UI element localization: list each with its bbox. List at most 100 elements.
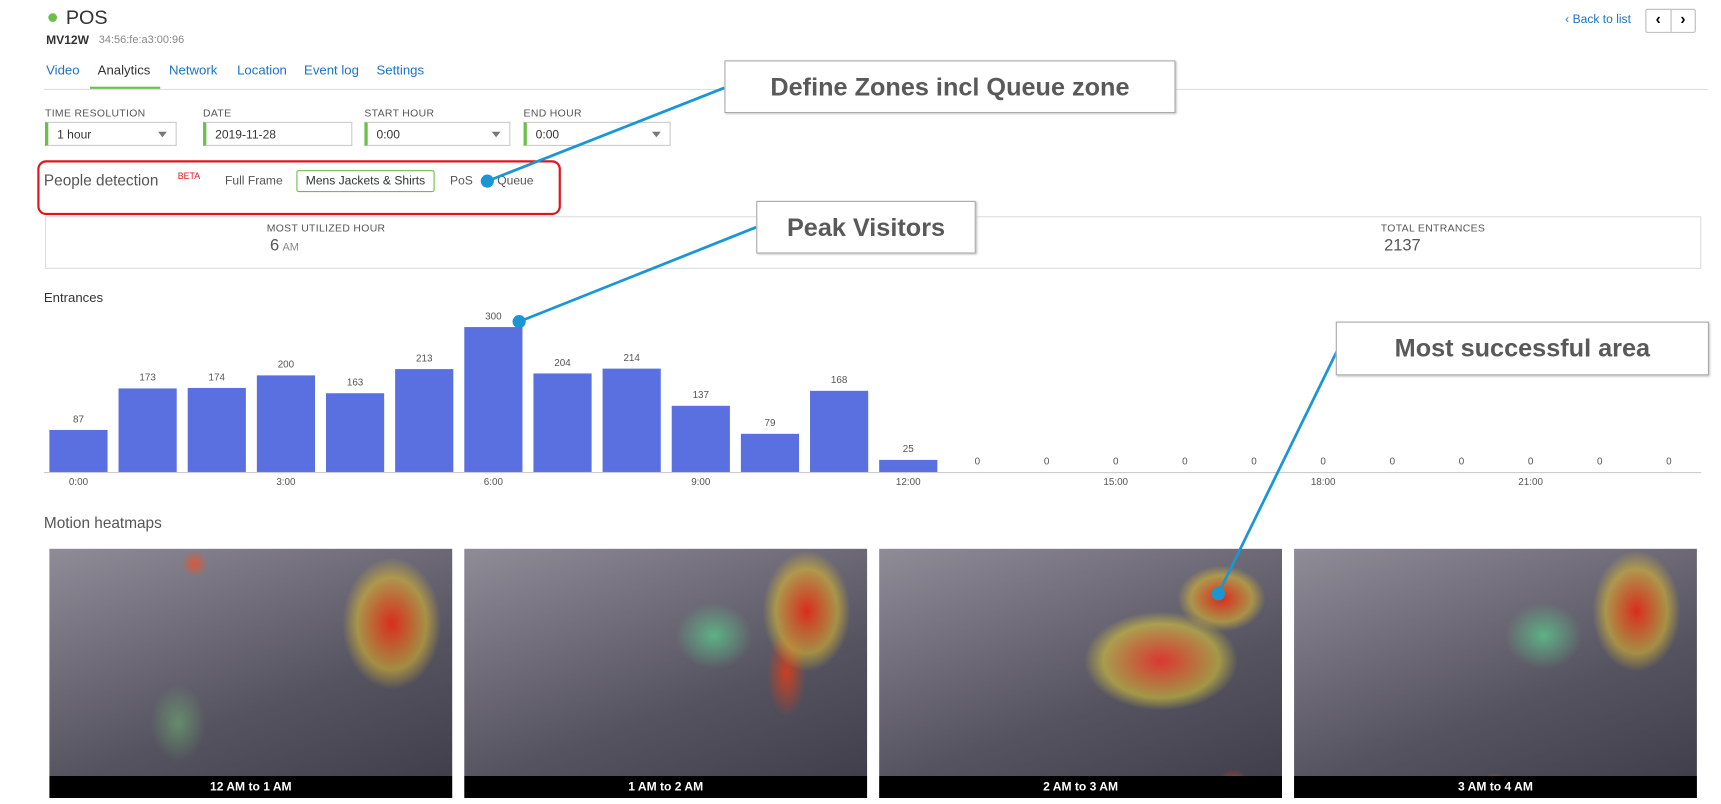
bar — [464, 327, 523, 472]
bar — [533, 373, 592, 472]
data-label: 87 — [73, 414, 84, 425]
bar — [395, 369, 454, 472]
x-tick-label: 0:00 — [69, 477, 89, 488]
bar — [602, 368, 661, 472]
heatmap-image[interactable]: 2 AM to 3 AM — [879, 548, 1282, 798]
bar — [118, 388, 177, 472]
data-label: 79 — [764, 418, 775, 429]
data-label: 214 — [623, 353, 640, 364]
heatmaps-title: Motion heatmaps — [43, 513, 162, 532]
x-tick-label: 9:00 — [691, 477, 711, 488]
zone[interactable]: Queue — [497, 174, 534, 188]
status-dot — [48, 13, 58, 22]
filter-value[interactable]: 0:00 — [376, 128, 400, 142]
active-tab-underline — [90, 86, 161, 89]
tab[interactable]: Analytics — [97, 62, 151, 78]
next-button[interactable]: › — [1680, 9, 1686, 28]
prev-button[interactable]: ‹ — [1646, 9, 1672, 32]
data-label: 163 — [347, 378, 364, 389]
filter-input[interactable]: 0:00 — [364, 121, 511, 146]
filter-label: DATE — [203, 107, 232, 120]
tab[interactable]: Settings — [376, 62, 425, 78]
back-link[interactable]: ‹ Back to list — [1565, 13, 1631, 27]
heatmap-image[interactable]: 12 AM to 1 AM — [49, 548, 453, 798]
x-tick-label: 21:00 — [1518, 477, 1543, 488]
people-detection-title: People detection — [43, 171, 159, 189]
heatmap-caption: 1 AM to 2 AM — [464, 776, 868, 798]
data-label: 168 — [831, 375, 848, 386]
bar — [256, 375, 316, 472]
back-text[interactable]: Back to list — [1572, 13, 1631, 27]
chart-title: Entrances — [44, 290, 104, 305]
filter-input[interactable]: 2019-11-28 — [203, 121, 353, 146]
heatmap-caption: 2 AM to 3 AM — [879, 776, 1282, 798]
camera-title: POS — [65, 6, 108, 29]
data-label: 0 — [1666, 456, 1672, 467]
pager: ‹ › — [1645, 8, 1696, 33]
stat-label: TOTAL ENTRANCES — [1380, 222, 1486, 235]
stat-unit: AM — [282, 241, 299, 254]
data-label: 0 — [1320, 456, 1326, 467]
heatmap-image[interactable]: 1 AM to 2 AM — [464, 548, 868, 798]
data-label: 0 — [975, 456, 981, 467]
filter-label: TIME RESOLUTION — [45, 107, 146, 120]
dropdown-caret — [491, 131, 501, 142]
filter-value[interactable]: 1 hour — [57, 128, 92, 142]
callout: Most successful area — [1335, 321, 1709, 376]
data-label: 174 — [209, 372, 226, 383]
stat-value: 6 AM — [270, 236, 299, 255]
entrances-chart: Entrances 87 0:00 173 174 200 3:00 163 213 300 6:… — [43, 290, 1702, 488]
data-label: 0 — [1182, 456, 1188, 467]
data-label: 300 — [485, 311, 502, 322]
data-label: 0 — [1528, 456, 1534, 467]
dropdown-caret — [158, 131, 167, 142]
filter-input[interactable]: 1 hour — [45, 121, 177, 146]
heatmap-caption: 12 AM to 1 AM — [49, 776, 453, 798]
zone[interactable]: Full Frame — [225, 174, 283, 188]
filter-label: START HOUR — [364, 107, 435, 120]
data-label: 0 — [1390, 456, 1396, 467]
bar — [879, 459, 938, 472]
tab[interactable]: Network — [169, 62, 218, 78]
zone[interactable]: PoS — [450, 174, 473, 188]
bar — [740, 433, 800, 472]
heatmap-caption: 3 AM to 4 AM — [1294, 776, 1697, 798]
mac: 34:56:fe:a3:00:96 — [98, 34, 185, 47]
bar — [49, 429, 108, 472]
filter-input[interactable]: 0:00 — [523, 121, 671, 146]
tab[interactable]: Video — [46, 62, 80, 78]
data-label: 0 — [1459, 456, 1465, 467]
beta-badge: BETA — [177, 171, 201, 182]
stat-number: 2137 — [1384, 235, 1421, 255]
filter-value[interactable]: 0:00 — [535, 128, 560, 142]
data-label: 25 — [903, 444, 914, 455]
highlight-box — [37, 160, 561, 216]
bar — [325, 393, 385, 472]
bar — [187, 387, 246, 472]
tab[interactable]: Location — [237, 62, 287, 78]
data-label: 0 — [1597, 456, 1603, 467]
stat-label: MOST UTILIZED HOUR — [266, 222, 386, 235]
tab[interactable]: Event log — [304, 62, 359, 78]
data-label: 0 — [1251, 456, 1257, 467]
x-tick-label: 3:00 — [276, 477, 296, 488]
data-label: 204 — [554, 358, 571, 369]
x-tick-label: 12:00 — [896, 477, 921, 488]
x-tick-label: 15:00 — [1103, 477, 1128, 488]
stat-number: 6 — [270, 235, 280, 255]
model: MV12W — [46, 34, 90, 48]
data-label: 213 — [416, 353, 433, 364]
data-label: 0 — [1113, 456, 1119, 467]
filter-value[interactable]: 2019-11-28 — [215, 128, 276, 142]
bar — [671, 405, 730, 472]
zone-selected[interactable]: Mens Jackets & Shirts — [296, 170, 435, 193]
callout: Peak Visitors — [756, 200, 976, 254]
heatmap-image[interactable]: 3 AM to 4 AM — [1294, 548, 1697, 798]
x-tick-label: 18:00 — [1311, 477, 1336, 488]
x-tick-label: 6:00 — [484, 477, 504, 488]
dropdown-caret — [651, 131, 661, 142]
filter-label: END HOUR — [523, 107, 582, 120]
bar — [810, 390, 869, 472]
